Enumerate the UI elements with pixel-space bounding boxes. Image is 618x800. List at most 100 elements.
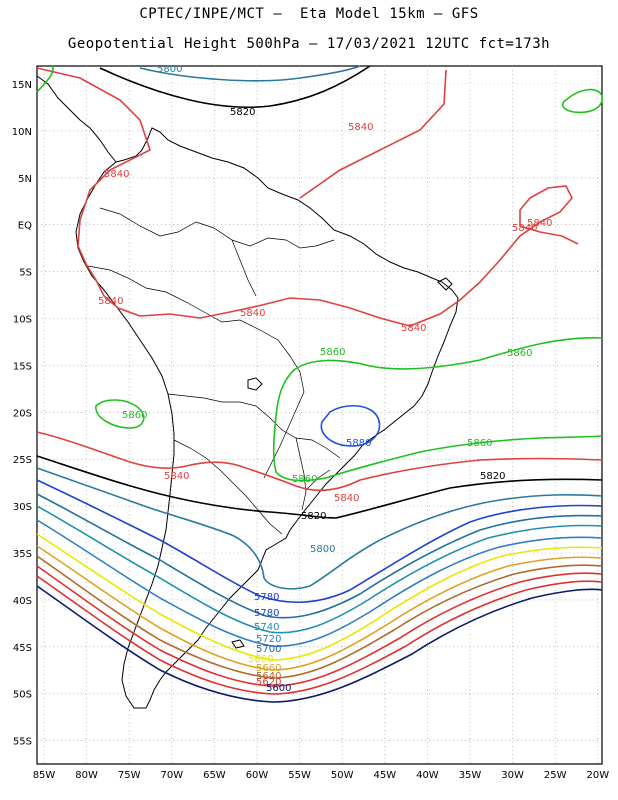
lat-tick-label: 40S: [13, 596, 32, 607]
lat-tick-label: EQ: [18, 221, 32, 232]
border-argentina: [173, 439, 283, 535]
label-5840-h: 5840: [164, 471, 189, 482]
lon-tick-label: 55W: [288, 770, 311, 781]
contour-5820-mid: [36, 455, 603, 519]
label-5640: 5640: [256, 671, 281, 682]
label-5820-mid: 5820: [301, 511, 326, 522]
label-5860-d: 5860: [467, 438, 492, 449]
lon-tick-label: 75W: [118, 770, 141, 781]
label-5720: 5720: [256, 634, 281, 645]
border-uruguay: [305, 469, 331, 491]
border-central: [87, 265, 305, 479]
contour-5720: [36, 519, 603, 647]
contour-5680: [36, 545, 603, 671]
falkland-islands: [231, 639, 245, 649]
lat-tick-label: 5S: [19, 268, 32, 279]
label-5860-c: 5860: [122, 410, 147, 421]
coastline: [36, 75, 459, 709]
lat-tick-label: 5N: [18, 174, 32, 185]
chart-title-line2: Geopotential Height 500hPa – 17/03/2021 …: [67, 36, 551, 52]
contour-5840-north: [36, 67, 579, 327]
lat-tick-label: 50S: [13, 690, 32, 701]
contour-5840-south: [36, 431, 603, 492]
label-5840-i: 5840: [334, 493, 359, 504]
contour-5640: [36, 565, 603, 687]
lat-tick-label: 15S: [13, 361, 32, 372]
lon-tick-label: 50W: [331, 770, 354, 781]
contour-5660: [36, 555, 603, 679]
contour-5800-top: [139, 65, 361, 82]
label-5820-e: 5820: [480, 471, 505, 482]
coast-central-america: [36, 75, 117, 163]
label-5600: 5600: [266, 683, 291, 694]
lon-tick-label: 25W: [544, 770, 567, 781]
border-paraguay: [295, 437, 307, 511]
contour-5800-mid: [36, 467, 603, 590]
lake-titicaca: [247, 377, 263, 391]
lat-tick-label: 45S: [13, 643, 32, 654]
lat-tick-label: 30S: [13, 502, 32, 513]
coast-east-south-america: [115, 127, 459, 709]
contour-5820-top: [99, 65, 371, 109]
label-5780-a: 5780: [254, 592, 279, 603]
contour-5620: [36, 575, 603, 695]
contour-5840-northeast: [299, 69, 447, 199]
label-5880: 5880: [346, 438, 371, 449]
label-5740: 5740: [254, 622, 279, 633]
lon-tick-label: 35W: [459, 770, 482, 781]
lon-tick-label: 30W: [501, 770, 524, 781]
contour-5860-ne-blob: [561, 88, 603, 114]
lon-tick-label: 80W: [75, 770, 98, 781]
lat-tick-label: 25S: [13, 455, 32, 466]
label-5840-c: 5840: [527, 218, 552, 229]
island-marajo: [437, 277, 453, 291]
label-5820-top: 5820: [230, 107, 255, 118]
label-5660: 5660: [256, 663, 281, 674]
label-5840-e: 5840: [98, 296, 123, 307]
contour-5880: [320, 405, 381, 447]
lon-tick-label: 65W: [203, 770, 226, 781]
contour-labels: 5800 5820 5840 5840 5840 5840 5840 5840 …: [98, 64, 552, 694]
label-5800-mid: 5800: [310, 544, 335, 555]
contour-5780: [36, 479, 603, 604]
lon-tick-label: 85W: [33, 770, 56, 781]
label-5860-e: 5860: [292, 474, 317, 485]
latitude-axis: 15N 10N 5N EQ 5S 10S 15S 20S 25S 30S 35S 40S 45S 50S 5…: [12, 80, 32, 748]
contours: [36, 65, 603, 703]
contour-5860-corner: [36, 65, 54, 93]
lat-tick-label: 15N: [12, 80, 32, 91]
lon-tick-label: 45W: [373, 770, 396, 781]
lon-tick-label: 20W: [586, 770, 609, 781]
contour-5860-west-blob: [95, 399, 145, 429]
lon-tick-label: 70W: [160, 770, 183, 781]
label-5840-d: 5840: [512, 223, 537, 234]
contour-5740: [36, 505, 603, 634]
lon-tick-label: 40W: [416, 770, 439, 781]
country-borders: [87, 207, 341, 535]
border-north: [99, 207, 335, 249]
label-5840-f: 5840: [240, 308, 265, 319]
coast-west-south-america: [75, 161, 175, 709]
label-5840-g: 5840: [401, 323, 426, 334]
label-5780-b: 5780: [254, 608, 279, 619]
label-5700: 5700: [256, 644, 281, 655]
label-5840-a: 5840: [348, 122, 373, 133]
map-frame: [36, 65, 603, 765]
longitude-axis: 85W 80W 75W 70W 65W 60W 55W 50W 45W 40W 35W 30W 25W 2…: [33, 770, 610, 781]
label-5620: 5620: [256, 677, 281, 688]
label-5840-b: 5840: [104, 169, 129, 180]
lat-tick-label: 10N: [12, 127, 32, 138]
lon-tick-label: 60W: [246, 770, 269, 781]
contour-5600: [36, 585, 603, 703]
lat-tick-label: 55S: [13, 737, 32, 748]
border-colombia: [231, 239, 257, 297]
contour-5760: [36, 493, 603, 619]
lat-tick-label: 20S: [13, 408, 32, 419]
label-5860-b: 5860: [507, 348, 532, 359]
border-bolivia-south: [167, 393, 341, 459]
contour-5860-main: [272, 336, 603, 482]
label-5680: 5680: [248, 654, 273, 665]
lat-tick-label: 35S: [13, 549, 32, 560]
label-5860-a: 5860: [320, 347, 345, 358]
